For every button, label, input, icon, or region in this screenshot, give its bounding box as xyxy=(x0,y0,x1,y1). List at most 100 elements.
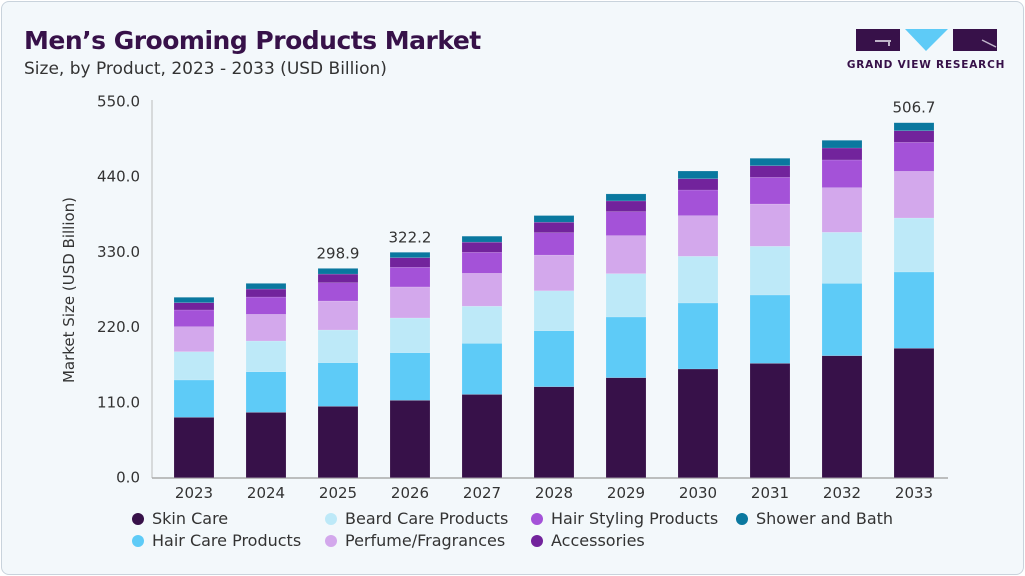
bar-segment xyxy=(677,178,719,191)
legend-label: Hair Care Products xyxy=(152,531,301,550)
grand-view-research-logo: GRAND VIEW RESEARCH xyxy=(847,29,1004,71)
bar-segment xyxy=(677,215,719,257)
bar-segment xyxy=(173,379,215,418)
bar-segment xyxy=(821,147,863,161)
x-tick-label: 2025 xyxy=(319,484,357,502)
legend-label: Perfume/Fragrances xyxy=(345,531,505,550)
bar-segment xyxy=(245,340,287,372)
bar-stack-2024 xyxy=(245,283,287,478)
bar-segment xyxy=(677,368,719,478)
legend-label: Hair Styling Products xyxy=(551,509,718,528)
x-tick-label: 2033 xyxy=(895,484,933,502)
bar-stack-2029 xyxy=(605,193,647,478)
bar-segment xyxy=(389,317,431,353)
bar-stack-2025 xyxy=(317,268,359,478)
x-tick-label: 2031 xyxy=(751,484,789,502)
bar-segment xyxy=(173,302,215,311)
bar-segment xyxy=(821,187,863,233)
total-value-label: 322.2 xyxy=(389,228,432,246)
bar-segment xyxy=(893,348,935,478)
bar-segment xyxy=(605,235,647,274)
legend-marker xyxy=(736,513,748,525)
bar-segment xyxy=(533,330,575,387)
bar-stack-2032 xyxy=(821,140,863,478)
bar-segment xyxy=(605,316,647,378)
legend-label: Beard Care Products xyxy=(345,509,508,528)
bar-segment xyxy=(461,394,503,478)
bar-segment xyxy=(749,158,791,166)
bar-segment xyxy=(533,254,575,292)
x-tick-label: 2026 xyxy=(391,484,429,502)
bar-segment xyxy=(173,326,215,352)
bar-segment xyxy=(173,309,215,327)
bar-segment xyxy=(245,371,287,413)
bar-segment xyxy=(317,362,359,407)
bar-segment xyxy=(245,288,287,298)
bar-segment xyxy=(173,351,215,381)
bar-segment xyxy=(893,271,935,349)
bar-segment xyxy=(533,232,575,256)
bar-segment xyxy=(245,412,287,478)
bar-segment xyxy=(389,267,431,288)
bar-segment xyxy=(461,343,503,395)
bar-segment xyxy=(389,257,431,268)
bar-segment xyxy=(749,363,791,478)
legend-marker xyxy=(132,513,144,525)
bar-segment xyxy=(605,211,647,236)
bar-segment xyxy=(677,189,719,216)
chart-title: Men’s Grooming Products Market xyxy=(24,26,481,55)
bar-segment xyxy=(389,252,431,258)
bar-segment xyxy=(173,417,215,478)
legend-item: Hair Care Products xyxy=(132,531,301,550)
x-tick-label: 2030 xyxy=(679,484,717,502)
x-tick-label: 2028 xyxy=(535,484,573,502)
legend-label: Shower and Bath xyxy=(756,509,893,528)
total-value-label: 506.7 xyxy=(893,99,936,117)
bar-segment xyxy=(605,377,647,478)
x-tick-label: 2023 xyxy=(175,484,213,502)
bar-segment xyxy=(317,406,359,478)
bar-segment xyxy=(605,273,647,318)
bar-segment xyxy=(893,130,935,143)
bar-segment xyxy=(461,273,503,307)
bar-stack-2030 xyxy=(677,170,719,478)
bar-segment xyxy=(389,352,431,401)
legend-marker xyxy=(132,535,144,547)
legend-label: Skin Care xyxy=(152,509,228,528)
bar-segment xyxy=(533,215,575,223)
bar-segment xyxy=(821,140,863,149)
bar-segment xyxy=(461,252,503,274)
bar-segment xyxy=(677,170,719,179)
bar-segment xyxy=(677,256,719,304)
bar-stack-2027 xyxy=(461,235,503,478)
bar-segment xyxy=(317,282,359,302)
bar-segment xyxy=(749,294,791,364)
x-tick-label: 2024 xyxy=(247,484,285,502)
x-tick-label: 2027 xyxy=(463,484,501,502)
legend-item: Perfume/Fragrances xyxy=(325,531,505,550)
bar-stack-2023 xyxy=(173,297,215,478)
legend-item: Beard Care Products xyxy=(325,509,508,528)
total-value-label: 298.9 xyxy=(317,244,360,262)
bar-segment xyxy=(749,165,791,178)
bar-stack-2033 xyxy=(893,122,935,478)
y-axis-label: Market Size (USD Billion) xyxy=(60,197,78,383)
bar-segment xyxy=(821,232,863,284)
bar-segment xyxy=(317,273,359,284)
legend-item: Shower and Bath xyxy=(736,509,893,528)
y-tick-label: 220.0 xyxy=(97,318,140,336)
x-tick-label: 2032 xyxy=(823,484,861,502)
bar-segment xyxy=(893,142,935,172)
bar-stack-2028 xyxy=(533,215,575,478)
bar-segment xyxy=(317,329,359,363)
legend-marker xyxy=(325,535,337,547)
legend-item: Skin Care xyxy=(132,509,228,528)
legend-label: Accessories xyxy=(551,531,645,550)
bar-segment xyxy=(461,305,503,344)
bar-segment xyxy=(533,386,575,478)
bar-segment xyxy=(821,159,863,188)
bar-segment xyxy=(317,268,359,275)
legend-item: Accessories xyxy=(531,531,645,550)
y-tick-label: 550.0 xyxy=(97,93,140,111)
bar-segment xyxy=(533,221,575,233)
